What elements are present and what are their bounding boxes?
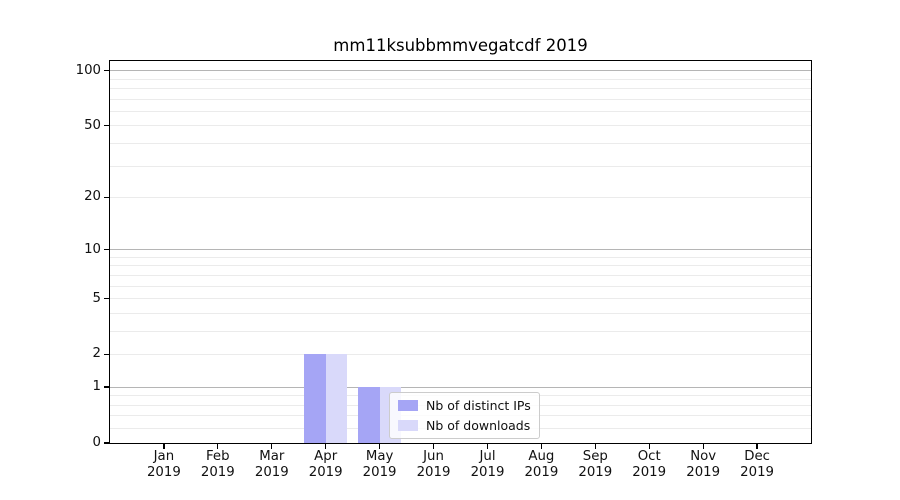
y-tick-label: 5 <box>92 290 101 306</box>
legend-label-downloads: Nb of downloads <box>426 418 531 433</box>
x-tick-year: 2019 <box>470 464 505 480</box>
x-tick <box>163 443 165 449</box>
x-tick-year: 2019 <box>416 464 451 480</box>
x-tick-label: Jul 2019 <box>458 449 518 480</box>
gridline-decade <box>110 386 811 388</box>
y-tick <box>104 70 110 72</box>
y-tick-label: 2 <box>92 346 101 362</box>
x-tick <box>325 443 327 449</box>
x-tick-label: Aug 2019 <box>511 449 571 480</box>
gridline-minor <box>110 88 811 90</box>
x-tick-label: Feb 2019 <box>188 449 248 480</box>
gridline-minor <box>110 98 811 100</box>
x-tick <box>702 443 704 449</box>
bar-distinct-ips-apr <box>304 354 326 443</box>
gridline-minor <box>110 353 811 355</box>
x-tick-month: Mar <box>259 449 285 464</box>
x-tick-month: Nov <box>690 449 717 464</box>
bar-downloads-apr <box>325 354 348 443</box>
y-tick <box>104 297 110 300</box>
x-tick <box>379 443 381 449</box>
gridline-decade <box>110 70 811 72</box>
x-tick-year: 2019 <box>308 464 343 480</box>
x-tick-month: Jun <box>423 449 444 464</box>
gridline-minor <box>110 78 811 80</box>
legend-label-distinct-ips: Nb of distinct IPs <box>426 398 531 413</box>
x-tick <box>217 443 219 449</box>
x-tick <box>540 443 542 449</box>
gridline-minor <box>110 285 811 287</box>
x-tick-month: Aug <box>528 449 555 464</box>
y-tick-label: 100 <box>75 62 101 78</box>
legend-swatch-distinct-ips <box>398 400 418 411</box>
x-tick <box>648 443 650 449</box>
x-tick-month: Dec <box>744 449 770 464</box>
y-tick <box>104 353 110 355</box>
x-tick-year: 2019 <box>254 464 289 480</box>
x-tick <box>594 443 596 449</box>
gridline-minor <box>110 298 811 299</box>
x-tick <box>271 443 273 449</box>
x-tick-month: May <box>365 449 394 464</box>
x-tick-month: Oct <box>637 449 661 464</box>
y-tick-label: 50 <box>84 117 101 133</box>
legend-swatch-downloads <box>398 420 418 431</box>
x-tick-month: Jan <box>153 449 175 464</box>
legend-item-distinct-ips: Nb of distinct IPs <box>398 398 531 413</box>
gridline-minor <box>110 312 811 314</box>
x-tick-month: Sep <box>582 449 608 464</box>
x-tick-year: 2019 <box>146 464 181 480</box>
gridline-decade <box>110 249 811 251</box>
x-tick-label: Jun 2019 <box>404 449 464 480</box>
gridline-minor <box>110 196 811 198</box>
y-tick <box>104 442 110 444</box>
x-tick-label: Mar 2019 <box>242 449 302 480</box>
gridline-minor <box>110 110 811 112</box>
x-tick-month: Feb <box>206 449 230 464</box>
y-tick-label: 20 <box>84 189 101 205</box>
gridline-minor <box>110 125 811 127</box>
gridline-minor <box>110 274 811 276</box>
gridline-minor <box>110 143 811 144</box>
x-tick-label: May 2019 <box>350 449 410 480</box>
y-tick <box>104 196 110 199</box>
x-tick-label: Apr 2019 <box>296 449 356 480</box>
x-tick-label: Nov 2019 <box>673 449 733 480</box>
y-tick <box>104 386 110 388</box>
gridline-minor <box>110 165 811 167</box>
x-tick <box>486 443 489 449</box>
y-tick-label: 1 <box>92 379 101 395</box>
x-tick-label: Sep 2019 <box>565 449 625 480</box>
x-tick-year: 2019 <box>632 464 667 480</box>
x-tick-year: 2019 <box>578 464 613 480</box>
y-tick <box>104 125 110 127</box>
y-tick-label: 0 <box>92 435 101 450</box>
x-tick-year: 2019 <box>200 464 235 480</box>
chart-title: mm11ksubbmmvegatcdf 2019 <box>333 36 588 55</box>
x-tick-month: Jul <box>479 449 496 464</box>
x-tick-label: Jan 2019 <box>134 449 194 480</box>
x-tick-label: Dec 2019 <box>727 449 787 480</box>
x-tick <box>756 443 758 449</box>
bar-distinct-ips-may <box>358 387 380 443</box>
legend: Nb of distinct IPs Nb of downloads <box>389 392 540 439</box>
y-tick-label: 10 <box>84 241 101 257</box>
x-tick <box>432 443 435 449</box>
gridline-minor <box>110 256 811 258</box>
x-tick-year: 2019 <box>362 464 397 480</box>
bars-layer <box>110 61 811 443</box>
x-tick-label: Oct 2019 <box>619 449 679 480</box>
x-tick-year: 2019 <box>524 464 559 480</box>
y-tick <box>104 248 110 251</box>
x-tick-year: 2019 <box>740 464 775 480</box>
x-tick-month: Apr <box>314 449 338 464</box>
gridline-minor <box>110 265 811 267</box>
gridline-minor <box>110 330 811 332</box>
x-tick-year: 2019 <box>686 464 721 480</box>
legend-item-downloads: Nb of downloads <box>398 418 531 433</box>
